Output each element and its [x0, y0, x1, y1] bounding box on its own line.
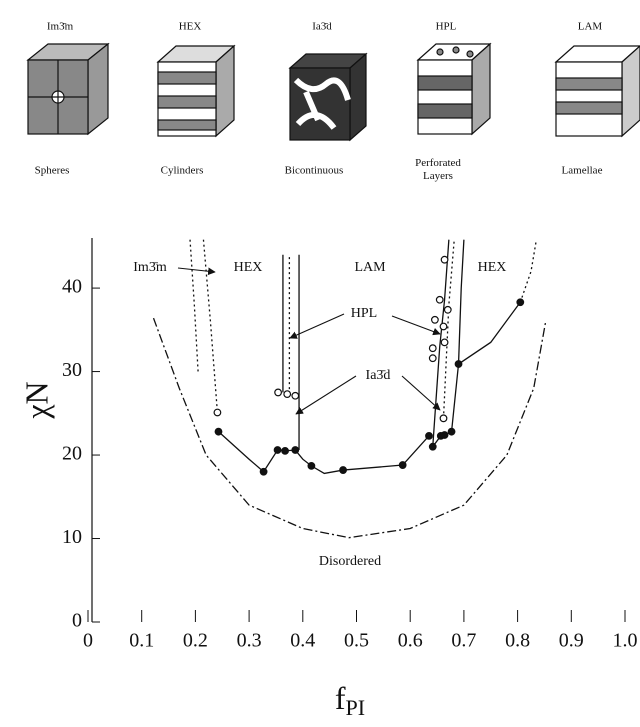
data-point [425, 431, 433, 440]
data-point [428, 442, 437, 451]
cube-gyroid [288, 52, 368, 142]
annotation: Disordered [319, 554, 381, 569]
y-tick-label: 30 [62, 359, 82, 381]
data-point [516, 298, 525, 307]
morphology-name: Lamellae [562, 165, 603, 177]
data-point [273, 446, 282, 454]
morphology-name: Perforated Layers [415, 157, 461, 182]
morphology-symmetry: Im3̄m [47, 21, 74, 33]
data-point [281, 446, 289, 455]
annotation: LAM [354, 260, 386, 275]
curve [218, 431, 430, 475]
x-tick-label: 0.3 [237, 630, 262, 652]
x-tick-label: 0.2 [183, 630, 208, 652]
data-point [339, 466, 347, 474]
morphology-name: Cylinders [161, 165, 204, 177]
morphology-symmetry: LAM [578, 21, 603, 33]
annotation: Im3̄m [133, 260, 167, 275]
x-tick-label: 0 [83, 630, 93, 652]
data-point [398, 461, 407, 469]
morphology-symmetry: HPL [436, 21, 457, 33]
data-point [259, 467, 268, 476]
data-point [291, 446, 300, 454]
cube-perforated [416, 42, 492, 136]
data-point [440, 431, 449, 439]
cube-cylinders [156, 44, 236, 138]
morphology-symmetry: HEX [179, 21, 202, 33]
data-point [440, 338, 449, 347]
curve [457, 239, 465, 365]
y-tick-label: 40 [62, 276, 82, 298]
data-point [428, 354, 437, 363]
morphology-name: Spheres [35, 165, 70, 177]
x-tick-label: 0.7 [451, 630, 476, 652]
x-tick-label: 0.1 [129, 630, 154, 652]
annotation: HEX [478, 260, 507, 275]
data-point [439, 322, 448, 331]
morphology-name: Bicontinuous [285, 165, 344, 177]
data-point [214, 427, 223, 436]
x-axis-label: fPI [335, 680, 365, 720]
x-tick-label: 0.6 [398, 630, 423, 652]
data-point [440, 255, 449, 264]
data-point [447, 427, 456, 436]
data-point [291, 391, 300, 400]
y-axis-label: χN [18, 381, 54, 419]
curve [519, 239, 538, 303]
y-tick-label: 10 [62, 526, 82, 548]
data-point [435, 295, 444, 304]
annotation: HPL [351, 306, 377, 321]
x-tick-label: 0.4 [290, 630, 315, 652]
data-point [274, 388, 282, 397]
y-tick-label: 20 [62, 443, 82, 465]
x-tick-label: 0.8 [505, 630, 530, 652]
x-tick-label: 0.5 [344, 630, 369, 652]
data-point [307, 461, 316, 470]
x-tick-label: 0.9 [559, 630, 584, 652]
data-point [213, 408, 222, 417]
plot: Im3̄m Spheres HEX Cylinders Ia3̄d Bicontinuou… [18, 21, 637, 721]
data-point [283, 390, 292, 399]
y-tick-label: 0 [72, 610, 82, 632]
data-point [439, 414, 448, 423]
curve [202, 239, 219, 413]
data-point [431, 315, 439, 324]
data-point [454, 360, 463, 368]
morphology-symmetry: Ia3̄d [312, 21, 332, 33]
cube-lamellae [554, 45, 640, 138]
arrows [177, 267, 441, 415]
curve [189, 239, 199, 372]
curve [152, 317, 547, 539]
data-point [443, 305, 452, 314]
annotation: Ia3̄d [366, 368, 391, 383]
cube-spheres [26, 42, 110, 136]
x-tick-label: 1.0 [613, 630, 638, 652]
annotation: HEX [234, 260, 263, 275]
data-point [428, 344, 437, 353]
